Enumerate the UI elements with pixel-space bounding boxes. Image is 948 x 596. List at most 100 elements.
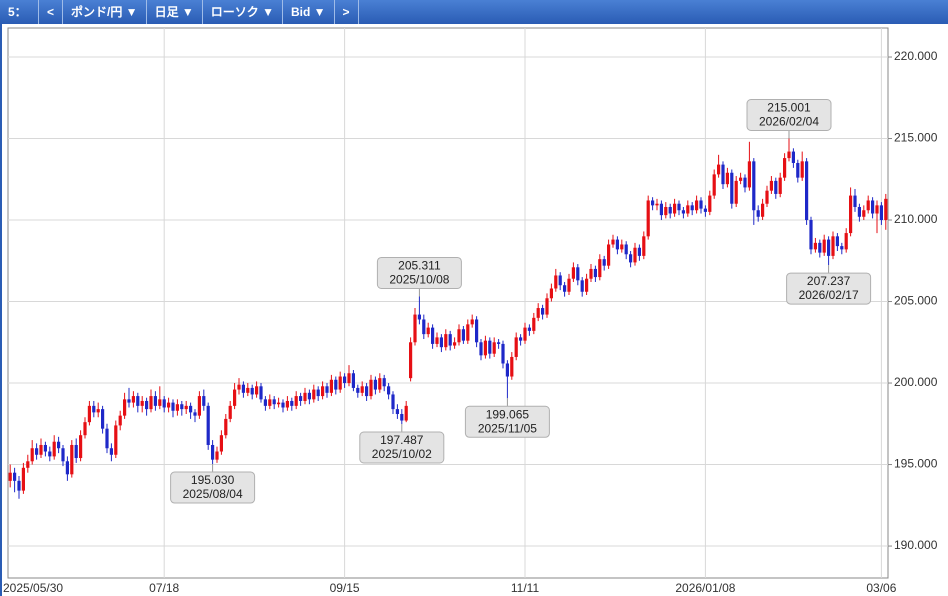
- candle-body: [457, 329, 461, 343]
- annotation-date: 2025/10/02: [372, 447, 432, 461]
- annotation-box: [746, 99, 832, 132]
- next-button[interactable]: >: [335, 0, 359, 24]
- candle-body: [241, 384, 245, 393]
- y-tick-label: 220.000: [894, 49, 938, 63]
- x-tick-label: 2026/01/08: [675, 581, 735, 595]
- candle-body: [884, 198, 888, 221]
- candle-body: [439, 337, 443, 348]
- candle-body: [43, 444, 47, 452]
- candle-body: [585, 278, 589, 292]
- candle-body: [651, 200, 655, 206]
- annotation-price: 195.030: [191, 473, 235, 487]
- candle-body: [281, 402, 285, 408]
- candle-body: [717, 164, 721, 175]
- candle-body: [290, 400, 294, 406]
- window-number: 5：: [0, 0, 39, 24]
- candle-body: [334, 379, 338, 390]
- candle-body: [338, 376, 342, 390]
- candle-body: [624, 244, 628, 255]
- chart-type-select[interactable]: ローソク ▼: [203, 0, 283, 24]
- candle-body: [831, 236, 835, 256]
- candle-body: [285, 400, 289, 408]
- candle-body: [857, 206, 861, 217]
- candle-body: [536, 308, 540, 318]
- candle-body: [21, 467, 25, 491]
- candle-body: [791, 151, 795, 163]
- candle-body: [479, 342, 483, 356]
- candle-body: [259, 386, 263, 400]
- candle-body: [514, 337, 518, 357]
- candle-body: [505, 363, 509, 377]
- candle-body: [453, 342, 457, 346]
- price-type-select[interactable]: Bid ▼: [283, 0, 335, 24]
- candle-body: [633, 247, 637, 263]
- candle-body: [329, 379, 333, 393]
- candle-body: [426, 327, 430, 335]
- candle-body: [162, 399, 166, 408]
- candle-body: [303, 392, 307, 401]
- candle-body: [695, 200, 699, 211]
- annotation-box: [464, 405, 550, 438]
- annotation-price: 215.001: [767, 101, 811, 115]
- candle-body: [853, 195, 857, 207]
- candle-body: [615, 239, 619, 250]
- candle-body: [316, 389, 320, 397]
- candle-body: [549, 288, 553, 299]
- candle-body: [699, 200, 703, 209]
- candle-body: [114, 425, 118, 455]
- candle-body: [840, 246, 844, 250]
- candle-body: [730, 172, 734, 204]
- candle-body: [646, 200, 650, 237]
- candle-body: [690, 205, 694, 211]
- annotation-date: 2026/02/04: [759, 115, 819, 129]
- candle-body: [554, 275, 558, 289]
- candle-body: [246, 387, 250, 393]
- period-select[interactable]: 日足 ▼: [147, 0, 203, 24]
- candle-body: [189, 405, 193, 413]
- candle-body: [673, 203, 677, 214]
- candle-body: [277, 402, 281, 405]
- candle-body: [118, 415, 122, 426]
- annotation-box: [170, 471, 256, 504]
- x-tick-label: 09/15: [330, 581, 360, 595]
- candle-body: [79, 435, 83, 459]
- candle-body: [378, 378, 382, 390]
- candle-body: [879, 205, 883, 221]
- candle-body: [167, 402, 171, 408]
- candle-body: [237, 384, 241, 390]
- annotation-box: [359, 431, 445, 464]
- candle-body: [149, 396, 153, 410]
- annotation-price: 199.065: [486, 407, 530, 421]
- y-tick-label: 205.000: [894, 294, 938, 308]
- prev-button[interactable]: <: [39, 0, 64, 24]
- toolbar: 5： < ポンド/円 ▼ 日足 ▼ ローソク ▼ Bid ▼ >: [0, 0, 948, 24]
- annotation-price: 207.237: [807, 274, 851, 288]
- candle-body: [228, 405, 232, 419]
- candle-body: [105, 428, 109, 449]
- candle-body: [444, 334, 448, 348]
- candle-body: [250, 387, 254, 395]
- candle-body: [849, 195, 853, 234]
- candle-body: [123, 399, 127, 416]
- candle-body: [448, 334, 452, 346]
- candle-body: [202, 396, 206, 406]
- candle-body: [360, 386, 364, 393]
- candle-body: [796, 162, 800, 178]
- candle-body: [589, 268, 593, 279]
- candle-body: [809, 220, 813, 250]
- pair-select[interactable]: ポンド/円 ▼: [63, 0, 147, 24]
- candle-body: [725, 172, 729, 185]
- candle-body: [558, 275, 562, 286]
- y-tick-label: 210.000: [894, 212, 938, 226]
- candle-body: [233, 389, 237, 406]
- x-tick-label: 03/06: [866, 581, 896, 595]
- candle-body: [659, 203, 663, 216]
- candle-body: [70, 444, 74, 475]
- candle-body: [26, 461, 30, 468]
- candle-body: [822, 239, 826, 253]
- candle-body: [761, 203, 765, 217]
- candle-body: [87, 405, 91, 423]
- x-tick-label: 11/11: [511, 581, 540, 595]
